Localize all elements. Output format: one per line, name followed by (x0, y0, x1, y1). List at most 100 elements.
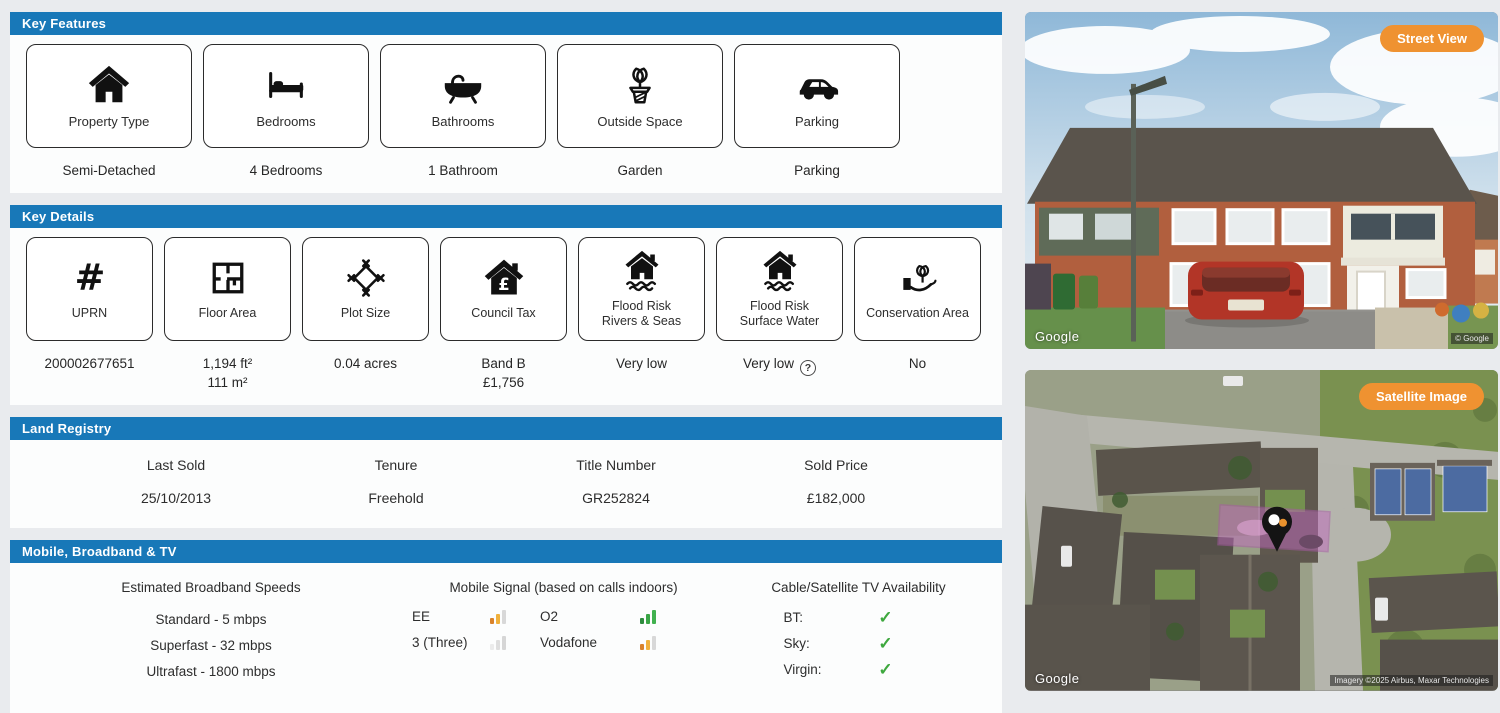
detail-card-label: Plot Size (340, 306, 391, 321)
lr-column-label: Sold Price (804, 456, 868, 473)
tv-provider-sky: Sky: (783, 636, 810, 652)
satellite-image-badge[interactable]: Satellite Image (1358, 383, 1484, 411)
flood-house-icon (758, 249, 802, 293)
detail-card-label: Flood Risk Surface Water (739, 298, 820, 328)
feature-card-label: Bathrooms (431, 114, 495, 130)
detail-card-label: Conservation Area (866, 306, 969, 321)
media-column: Street View Google © Google (1025, 12, 1498, 691)
detail-flood-risk-surface: Flood Risk Surface Water Very low? (716, 236, 843, 393)
detail-card: UPRN (26, 236, 153, 341)
check-icon: ✓ (878, 659, 893, 679)
help-icon[interactable]: ? (800, 360, 817, 377)
feature-card: Parking (734, 44, 900, 148)
signal-bars-icon (640, 635, 690, 650)
tv-provider-virgin: Virgin: (783, 662, 822, 678)
land-registry-table: Last Sold 25/10/2013 Tenure Freehold Tit… (26, 449, 986, 516)
feature-value: 1 Bathroom (428, 163, 498, 178)
detail-value: Very low (615, 355, 668, 371)
house-icon (86, 62, 132, 108)
street-view-photo (1025, 12, 1498, 350)
floor-area-metric: 111 m² (207, 375, 248, 391)
detail-plot-size: Plot Size 0.04 acres (302, 236, 429, 393)
key-details-section: Key Details UPRN 200002677651 Floor Area (10, 204, 1002, 405)
lr-col-tenure: Tenure Freehold (286, 457, 506, 506)
detail-card: Floor Area (164, 236, 291, 341)
lr-column-value: 25/10/2013 (140, 489, 212, 506)
lr-col-sold-price: Sold Price £182,000 (726, 457, 946, 506)
lr-column-label: Tenure (374, 456, 418, 473)
council-tax-band: Band B (481, 355, 526, 371)
detail-value: Very low? (743, 354, 817, 377)
google-watermark: Google (1035, 329, 1080, 345)
carrier-vodafone: Vodafone (540, 634, 598, 650)
signal-bars-icon (640, 609, 690, 624)
check-icon: ✓ (878, 633, 893, 653)
council-tax-amount: £1,756 (482, 375, 525, 391)
street-view-badge[interactable]: Street View (1380, 25, 1484, 52)
carrier-three: 3 (Three) (412, 634, 468, 650)
mobile-signal-block: Mobile Signal (based on calls indoors) E… (396, 580, 731, 685)
floor-area-imperial: 1,194 ft² (202, 355, 253, 371)
feature-property-type: Property Type Semi-Detached (26, 44, 192, 181)
detail-value: 200002677651 (44, 355, 135, 371)
signal-bars-icon (490, 635, 540, 650)
detail-card-label: Flood Risk Rivers & Seas (601, 298, 682, 328)
satellite-photo (1025, 370, 1498, 691)
signal-bars-icon (490, 609, 540, 624)
detail-card-label: Floor Area (198, 306, 257, 321)
hand-plant-icon (896, 256, 940, 300)
bed-icon (263, 62, 309, 108)
lr-column-label: Last Sold (146, 456, 206, 473)
property-report-page: Key Features Property Type Semi-Detached… (10, 12, 1498, 713)
street-view-image[interactable]: Street View Google © Google (1025, 12, 1498, 350)
mobile-broadband-tv-section: Mobile, Broadband & TV Estimated Broadba… (10, 539, 1002, 713)
key-features-cards: Property Type Semi-Detached Bedrooms 4 B… (26, 44, 986, 181)
detail-card: Plot Size (302, 236, 429, 341)
broadband-title: Estimated Broadband Speeds (121, 579, 301, 595)
tv-availability-block: Cable/Satellite TV Availability BT: ✓ Sk… (731, 580, 986, 685)
key-details-cards: UPRN 200002677651 Floor Area 1,194 ft² 1… (26, 236, 986, 393)
key-details-header: Key Details (10, 204, 1002, 228)
broadband-superfast: Superfast - 32 mbps (150, 637, 272, 653)
feature-outside-space: Outside Space Garden (557, 44, 723, 181)
feature-card-label: Bedrooms (256, 114, 316, 130)
detail-card-label: UPRN (71, 306, 108, 321)
detail-card: Flood Risk Surface Water (716, 236, 843, 341)
lr-col-last-sold: Last Sold 25/10/2013 (66, 457, 286, 506)
detail-uprn: UPRN 200002677651 (26, 236, 153, 393)
mobile-broadband-tv-body: Estimated Broadband Speeds Standard - 5 … (10, 562, 1002, 713)
satellite-image[interactable]: Satellite Image Google Imagery ©2025 Air… (1025, 370, 1498, 691)
mobile-broadband-tv-header: Mobile, Broadband & TV (10, 539, 1002, 563)
google-watermark: Google (1035, 671, 1080, 686)
feature-card: Property Type (26, 44, 192, 148)
detail-card-label: Council Tax (471, 306, 536, 321)
broadband-lines: Standard - 5 mbps Superfast - 32 mbps Ul… (26, 607, 396, 685)
potted-plant-icon (617, 62, 663, 108)
detail-floor-area: Floor Area 1,194 ft² 111 m² (164, 236, 291, 393)
lr-column-value: Freehold (368, 489, 424, 506)
feature-value: Parking (794, 163, 840, 178)
land-registry-body: Last Sold 25/10/2013 Tenure Freehold Tit… (10, 439, 1002, 528)
feature-value: 4 Bedrooms (249, 163, 323, 178)
plot-size-icon (344, 256, 388, 300)
detail-value: Band B £1,756 (481, 354, 525, 393)
mobile-signal-title: Mobile Signal (based on calls indoors) (449, 579, 678, 595)
detail-card: Council Tax (440, 236, 567, 341)
key-features-body: Property Type Semi-Detached Bedrooms 4 B… (10, 35, 1002, 193)
tv-provider-bt: BT: (783, 610, 804, 626)
satellite-imagery-credit: Imagery ©2025 Airbus, Maxar Technologies (1330, 675, 1493, 686)
flood-house-icon (620, 249, 664, 293)
feature-bathrooms: Bathrooms 1 Bathroom (380, 44, 546, 181)
tv-rows: BT: ✓ Sky: ✓ Virgin: ✓ (783, 608, 934, 679)
feature-value: Garden (617, 163, 663, 178)
feature-parking: Parking Parking (734, 44, 900, 181)
broadband-speeds-block: Estimated Broadband Speeds Standard - 5 … (26, 580, 396, 685)
car-icon (794, 62, 840, 108)
floorplan-icon (206, 256, 250, 300)
feature-card-label: Outside Space (597, 114, 683, 130)
land-registry-section: Land Registry Last Sold 25/10/2013 Tenur… (10, 416, 1002, 528)
carriers-grid: EE O2 3 (Three) Vodafone (412, 609, 731, 650)
carrier-ee: EE (412, 608, 431, 624)
report-sections: Key Features Property Type Semi-Detached… (10, 12, 1002, 713)
lr-col-title-number: Title Number GR252824 (506, 457, 726, 506)
